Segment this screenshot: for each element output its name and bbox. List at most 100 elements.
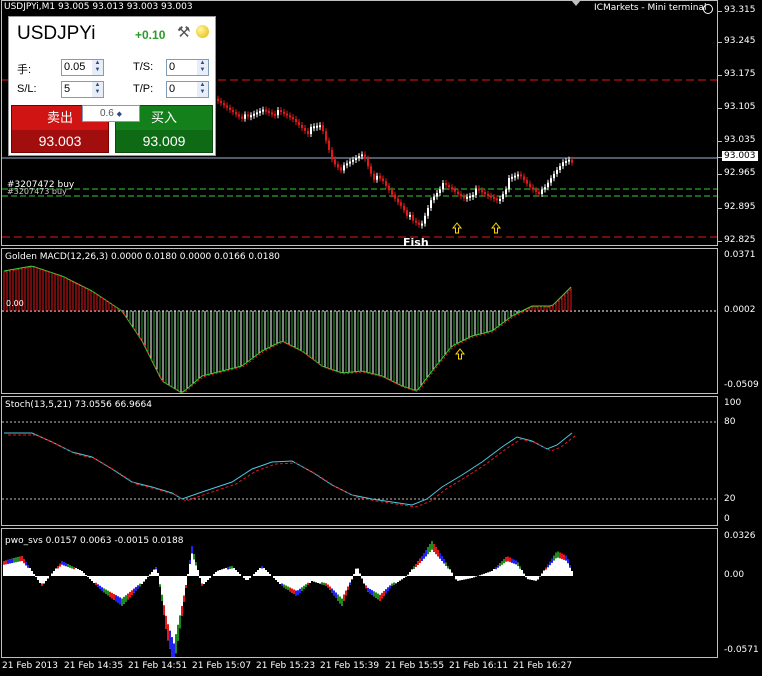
spin-arrows-icon[interactable]: ▲ ▼ xyxy=(92,82,103,97)
candle-body xyxy=(502,194,504,199)
price-axis-label: 93.245 xyxy=(724,36,756,46)
candle-body xyxy=(421,223,423,226)
macd-chart xyxy=(2,265,717,393)
candle-body xyxy=(280,110,282,112)
axis-tick xyxy=(718,241,722,242)
ts-label: T/S: xyxy=(133,61,154,73)
pwo-pane[interactable] xyxy=(1,528,718,658)
candle-body xyxy=(430,200,432,208)
ts-input[interactable]: 0 ▲ ▼ xyxy=(166,59,209,76)
price-axis-label: 93.315 xyxy=(724,5,756,15)
lots-label: 手: xyxy=(17,64,32,76)
candle-body xyxy=(409,214,411,217)
candle-body xyxy=(316,125,318,128)
candle-body xyxy=(412,214,414,221)
candle-body xyxy=(442,183,444,190)
axis-tick xyxy=(718,141,722,142)
pwo-title: pwo_svs 0.0157 0.0063 -0.0015 0.0188 xyxy=(5,536,184,546)
candle-body xyxy=(307,131,309,134)
price-chart xyxy=(2,79,717,238)
candle-body xyxy=(268,111,270,113)
time-axis-label: 21 Feb 15:07 xyxy=(192,661,252,671)
terminal-change: +0.10 xyxy=(135,28,166,42)
axis-tick xyxy=(718,11,722,12)
macd-axis-zero: 0.0002 xyxy=(724,305,756,315)
candle-body xyxy=(382,178,384,182)
macd-title: Golden MACD(12,26,3) 0.0000 0.0180 0.000… xyxy=(5,252,280,262)
candle-body xyxy=(322,125,324,132)
candle-body xyxy=(547,182,549,188)
candle-body xyxy=(376,175,378,180)
time-axis-label: 21 Feb 15:39 xyxy=(320,661,380,671)
candle-body xyxy=(436,193,438,197)
axis-tick xyxy=(718,208,722,209)
price-pane[interactable] xyxy=(1,0,718,246)
candle-body xyxy=(370,166,372,174)
stoch-axis-20: 20 xyxy=(724,494,736,504)
price-axis-label: 93.105 xyxy=(724,102,756,112)
candle-body xyxy=(265,109,267,112)
candle-body xyxy=(550,178,552,183)
candle-body xyxy=(532,187,534,190)
stoch-signal-line xyxy=(8,434,577,508)
lot-step-input[interactable]: 0.6 ◆ xyxy=(82,105,140,122)
macd-arrow-icon xyxy=(454,348,466,360)
candle-body xyxy=(484,192,486,195)
sell-button[interactable]: 卖出 93.003 xyxy=(11,105,109,153)
candle-body xyxy=(283,111,285,114)
ts-value: 0 xyxy=(169,61,176,73)
pwo-chart xyxy=(3,541,573,657)
candle-body xyxy=(400,202,402,206)
sl-input[interactable]: 5 ▲ ▼ xyxy=(61,81,104,98)
symbol-info: USDJPYi,M1 93.005 93.013 93.003 93.003 xyxy=(4,2,193,12)
candle-body xyxy=(355,158,357,160)
lots-input[interactable]: 0.05 ▲ ▼ xyxy=(61,59,104,76)
spin-arrows-icon[interactable]: ▲ ▼ xyxy=(197,82,208,97)
stoch-title: Stoch(13,5,21) 73.0556 66.9664 xyxy=(5,400,152,410)
tp-input[interactable]: 0 ▲ ▼ xyxy=(166,81,209,98)
macd-pane[interactable] xyxy=(1,248,718,394)
candle-body xyxy=(340,167,342,171)
candle-body xyxy=(295,119,297,122)
spin-arrows-icon[interactable]: ▲ ▼ xyxy=(92,60,103,75)
time-axis-label: 21 Feb 2013 xyxy=(2,661,59,671)
macd-zero-label: 0.00 xyxy=(6,299,24,308)
axis-tick xyxy=(718,42,722,43)
price-axis-label: 93.175 xyxy=(724,69,756,79)
candle-body xyxy=(427,208,429,216)
candle-body xyxy=(493,197,495,199)
candle-body xyxy=(424,215,426,224)
candle-body xyxy=(457,191,459,194)
candle-body xyxy=(517,174,519,177)
candle-body xyxy=(262,109,264,112)
stoch-pane[interactable] xyxy=(1,396,718,526)
scroll-indicator-icon[interactable] xyxy=(571,0,581,6)
tools-icon[interactable]: ⚒ xyxy=(177,24,191,41)
candle-body xyxy=(226,105,228,108)
candle-body xyxy=(244,114,246,119)
candle-body xyxy=(520,174,522,177)
candle-body xyxy=(289,115,291,118)
candle-body xyxy=(220,100,222,104)
candle-body xyxy=(541,189,543,194)
macd-signal-line xyxy=(3,265,572,393)
pwo-axis-top: 0.0326 xyxy=(724,531,756,541)
buy-label: 买入 xyxy=(150,111,177,126)
candle-body xyxy=(298,122,300,125)
spin-arrows-icon[interactable]: ▲ ▼ xyxy=(197,60,208,75)
candle-body xyxy=(364,154,366,159)
candle-body xyxy=(274,113,276,116)
mini-terminal[interactable]: USDJPYi +0.10 ⚒ 手: 0.05 ▲ ▼ T/S: 0 ▲ ▼ S/L: … xyxy=(8,16,216,156)
candle-body xyxy=(406,210,408,216)
candle-body xyxy=(478,188,480,191)
price-axis-label: 92.825 xyxy=(724,235,756,245)
coin-icon[interactable] xyxy=(196,25,209,38)
macd-axis-top: 0.0371 xyxy=(724,250,756,260)
price-axis-label: 92.895 xyxy=(724,202,756,212)
candle-body xyxy=(565,160,567,163)
candle-body xyxy=(415,220,417,223)
stoch-axis-80: 80 xyxy=(724,417,736,427)
time-axis-label: 21 Feb 15:23 xyxy=(256,661,316,671)
price-axis-label: 93.003 xyxy=(722,151,758,161)
candle-body xyxy=(379,175,381,179)
